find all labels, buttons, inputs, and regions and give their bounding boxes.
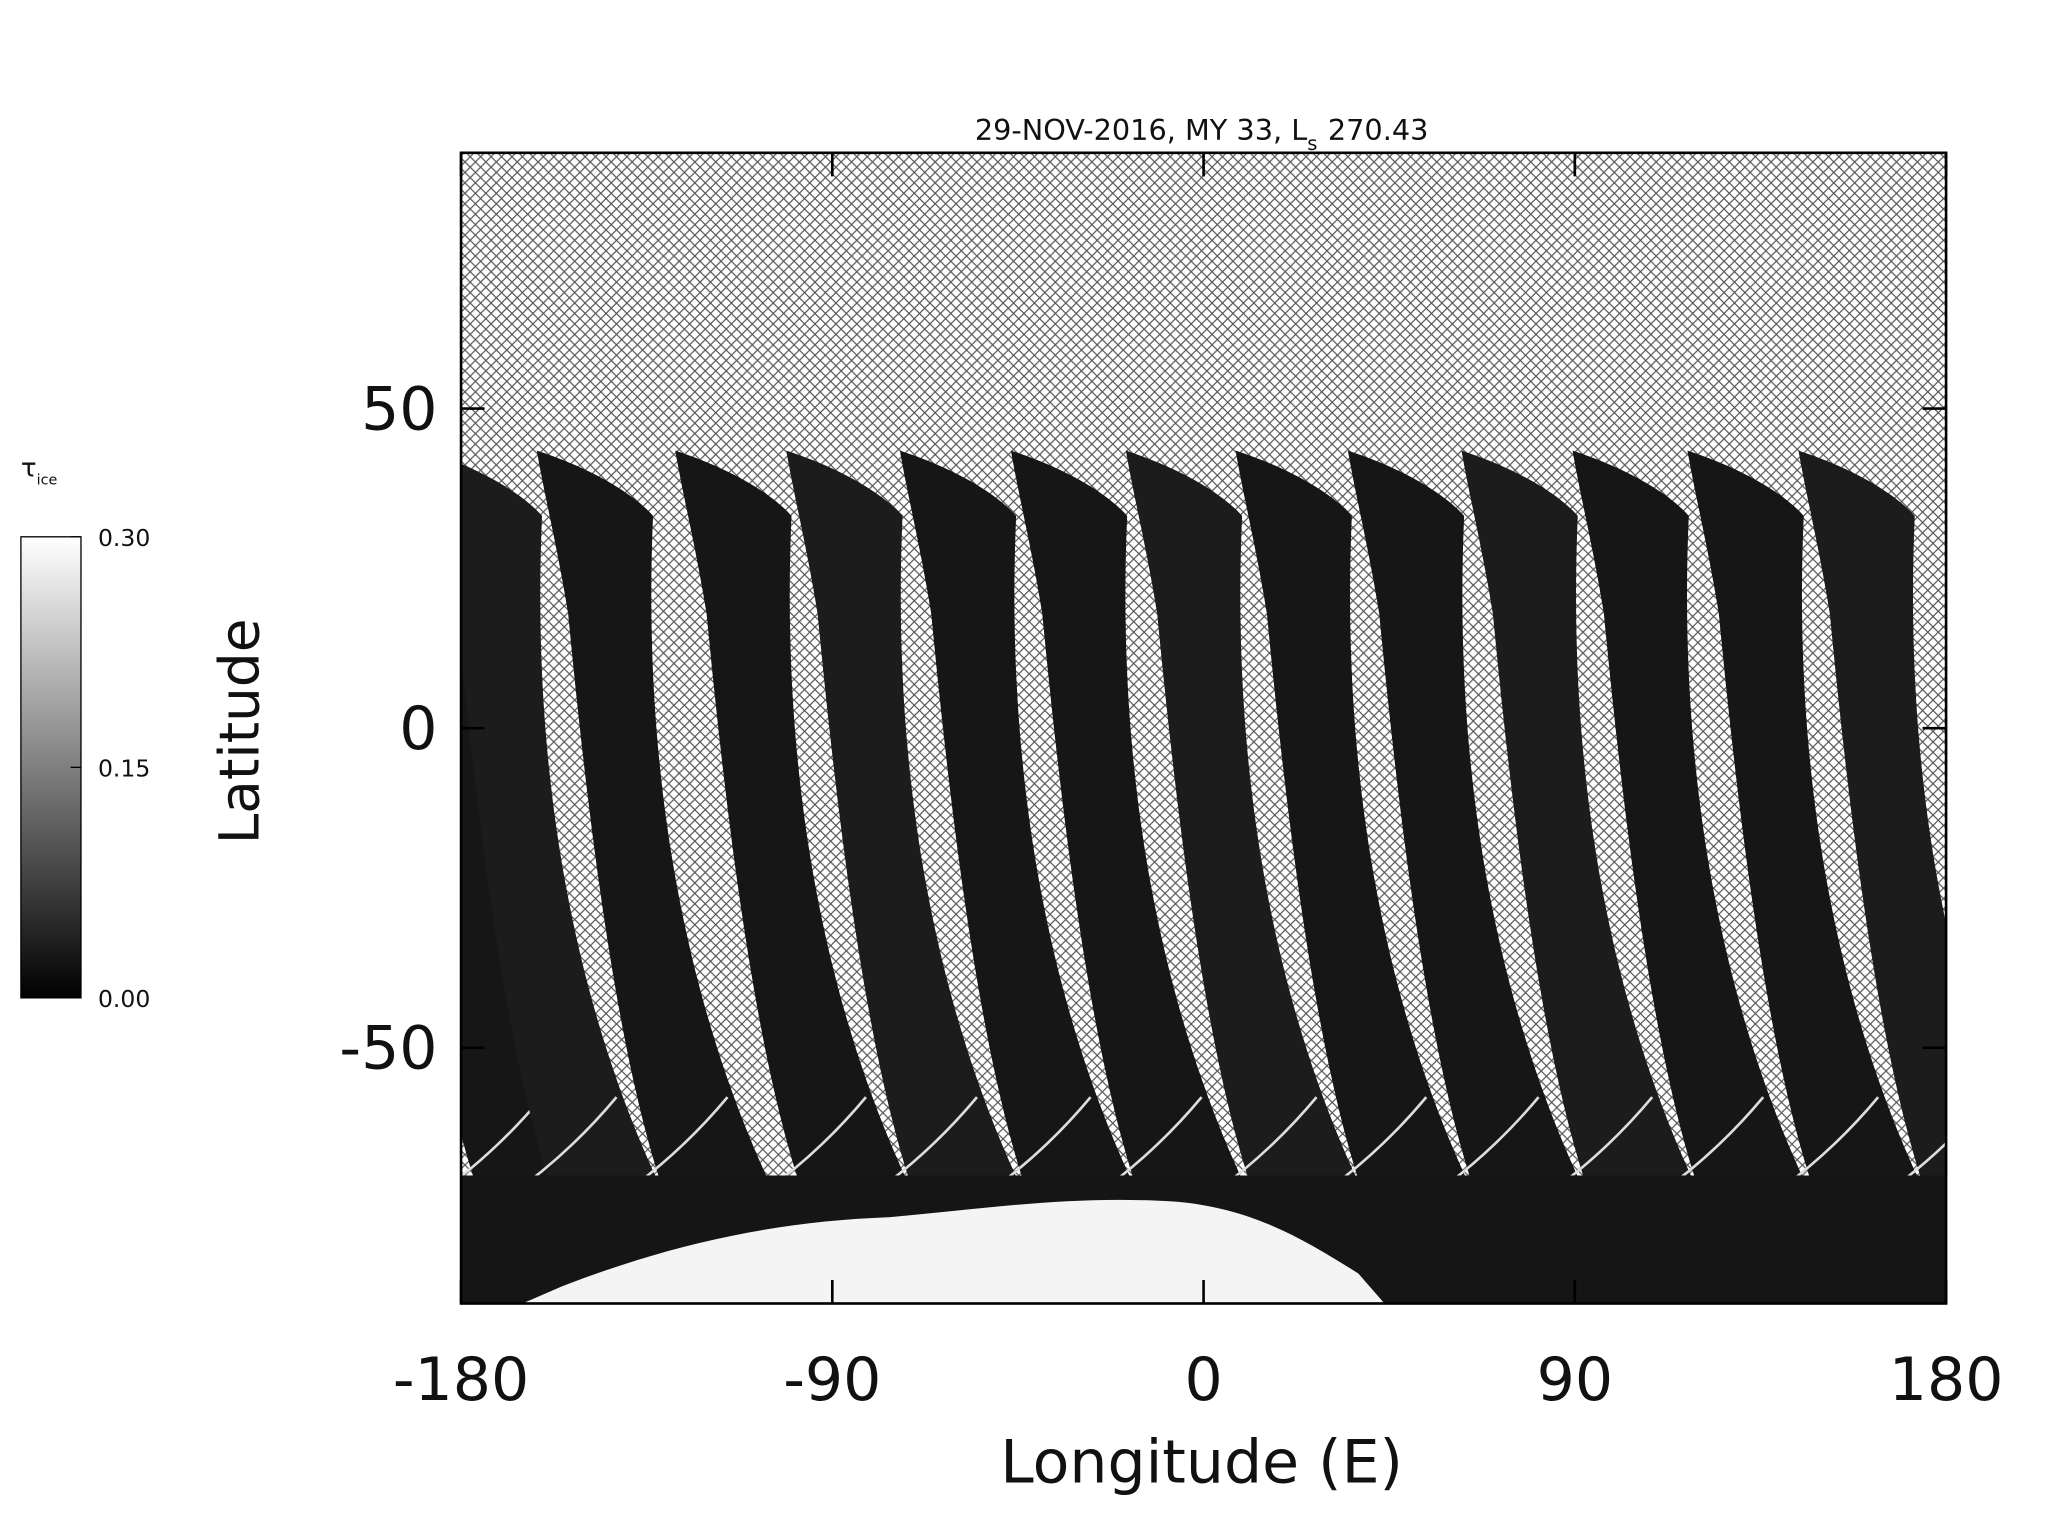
- y-tick-label: -50: [339, 1014, 437, 1084]
- chart-title: 29-NOV-2016, MY 33, Ls 270.43: [975, 113, 1429, 155]
- y-tick-label: 50: [361, 374, 437, 444]
- x-tick-label: -90: [783, 1345, 881, 1415]
- y-tick-label: 0: [399, 694, 437, 764]
- title-subscript: s: [1307, 132, 1317, 155]
- x-axis-label: Longitude (E): [1000, 1427, 1403, 1497]
- swath: [1798, 450, 1947, 1243]
- swaths: [461, 450, 1947, 1304]
- swath: [1010, 450, 1280, 1274]
- swath: [1572, 450, 1842, 1274]
- polar-cap: [522, 1199, 1385, 1304]
- swath: [1347, 450, 1617, 1274]
- x-tick-label: 90: [1537, 1345, 1613, 1415]
- colorbar-symbol: τ: [21, 454, 37, 484]
- title-value: 270.43: [1328, 113, 1429, 147]
- swath: [899, 450, 1169, 1274]
- y-axis-label: Latitude: [208, 619, 272, 845]
- swath-edge: [461, 1096, 544, 1179]
- x-tick-label: -180: [393, 1345, 529, 1415]
- swath: [675, 450, 945, 1274]
- swath: [461, 509, 621, 1274]
- x-tick-label: 180: [1889, 1345, 2004, 1415]
- title-main: 29-NOV-2016, MY 33, L: [975, 113, 1307, 147]
- colorbar-label: τice: [21, 454, 58, 489]
- swath: [1687, 450, 1947, 1274]
- swath: [1125, 450, 1395, 1274]
- swath: [1461, 450, 1731, 1274]
- colorbar-subscript: ice: [37, 473, 58, 489]
- figure: 29-NOV-2016, MY 33, Ls 270.43 Longitude (…: [20, 113, 2004, 1497]
- colorbar-tick-label: 0.15: [98, 754, 150, 782]
- swath: [1235, 450, 1505, 1274]
- colorbar-tick-label: 0.00: [98, 985, 150, 1013]
- swath: [536, 450, 806, 1274]
- swath: [461, 463, 695, 1274]
- x-tick-label: 0: [1184, 1345, 1222, 1415]
- swath: [786, 450, 1056, 1274]
- colorbar-tick-label: 0.30: [98, 524, 150, 552]
